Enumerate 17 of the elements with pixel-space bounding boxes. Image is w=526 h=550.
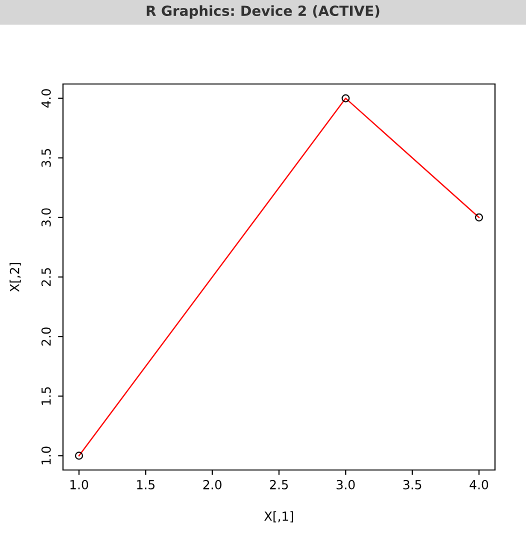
y-tick-label: 2.0 [41,327,51,346]
y-tick-label: 3.0 [41,208,51,226]
y-tick-label: 1.0 [41,446,51,464]
x-tick-label: 1.0 [70,480,88,490]
x-tick-label: 3.0 [336,480,355,490]
y-tick-label: 4.0 [41,89,51,108]
y-tick-label: 3.5 [41,149,51,167]
x-axis-title: X[,1] [264,511,294,522]
x-tick-label: 2.5 [270,480,288,490]
y-tick-label: 2.5 [41,268,51,286]
chart-title: R Graphics: Device 2 (ACTIVE) [146,5,380,19]
x-tick-label: 3.5 [403,480,422,490]
x-tick-label: 1.5 [137,480,155,490]
x-tick-label: 2.0 [203,480,222,490]
y-tick-label: 1.5 [42,387,51,405]
y-axis-title: X[,2] [10,262,21,292]
x-tick-label: 4.0 [470,480,488,490]
